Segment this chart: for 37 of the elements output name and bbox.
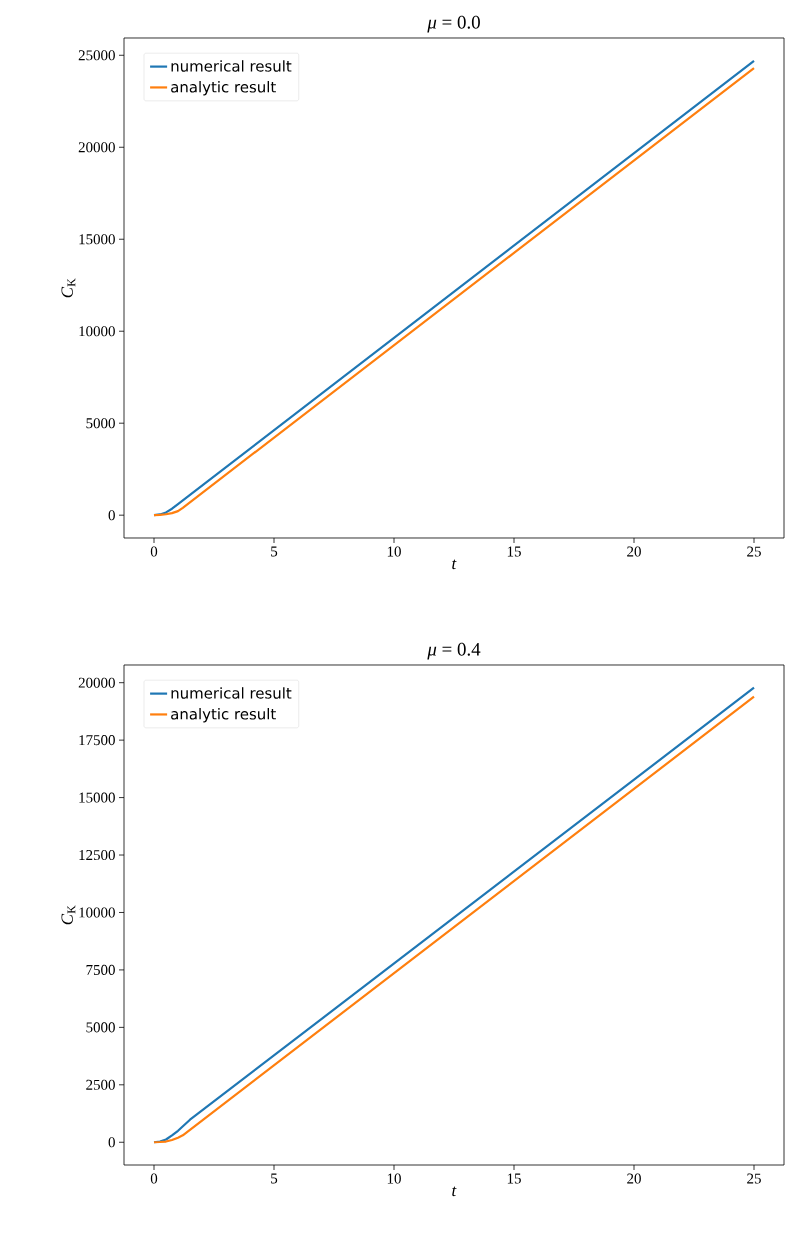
y-tick-label: 5000 <box>86 418 115 429</box>
x-tick-label: 10 <box>387 1173 401 1184</box>
x-tick-label: 0 <box>150 1173 158 1184</box>
y-tick-label: 10000 <box>79 326 115 337</box>
chart-title: μ = 0.0 <box>427 15 480 33</box>
legend-label: numerical result <box>171 687 292 699</box>
x-tick-label: 5 <box>271 1173 278 1184</box>
x-tick-label: 5 <box>271 546 278 557</box>
x-axis-title: t <box>452 1186 457 1197</box>
x-tick-label: 20 <box>627 1173 641 1184</box>
x-tick-label: 25 <box>747 1173 761 1184</box>
x-tick-label: 25 <box>747 546 761 557</box>
y-tick-label: 20000 <box>78 142 115 153</box>
y-tick-label: 25000 <box>78 50 115 61</box>
y-tick-label: 20000 <box>78 677 115 688</box>
x-tick-label: 15 <box>507 546 521 557</box>
legend-label: analytic result <box>171 81 276 96</box>
x-tick-label: 20 <box>627 546 641 557</box>
legend-label: numerical result <box>171 60 292 72</box>
legend-label: analytic result <box>171 708 276 723</box>
y-tick-label: 2500 <box>86 1079 115 1090</box>
chart-title: μ = 0.4 <box>427 642 481 660</box>
y-tick-label: 10000 <box>79 907 115 918</box>
y-tick-label: 15000 <box>79 234 115 245</box>
x-tick-label: 0 <box>150 546 158 557</box>
x-tick-label: 15 <box>507 1173 521 1184</box>
y-tick-label: 17500 <box>79 735 115 746</box>
y-axis-title: C$_{K}$ <box>61 905 76 925</box>
y-tick-label: 7500 <box>86 964 115 975</box>
y-tick-label: 0 <box>108 1137 115 1148</box>
y-tick-label: 0 <box>108 510 115 521</box>
y-tick-label: 15000 <box>79 792 115 803</box>
y-axis-title: C$_{K}$ <box>61 278 76 298</box>
y-tick-label: 5000 <box>86 1022 115 1033</box>
y-tick-label: 12500 <box>79 849 115 861</box>
x-axis-title: t <box>452 559 457 570</box>
x-tick-label: 10 <box>387 546 401 557</box>
